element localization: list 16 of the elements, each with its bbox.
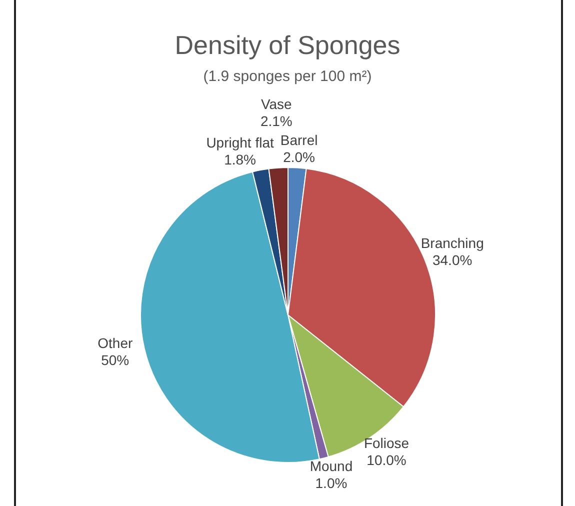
slice-label: Upright flat xyxy=(206,134,274,151)
slice-label: Foliose xyxy=(364,435,410,452)
slice-label: Branching xyxy=(420,234,484,251)
data-label: 1.8% xyxy=(224,152,256,168)
slice-label: Other xyxy=(98,334,133,351)
slice-label: Mound xyxy=(310,458,353,474)
data-label: 50% xyxy=(101,352,130,368)
chart-title: Density of Sponges xyxy=(174,30,402,61)
data-label: 34.0% xyxy=(432,252,472,268)
chart-subtitle: (1.9 sponges per 100 m²) xyxy=(202,68,373,85)
data-label: 2.1% xyxy=(260,113,292,130)
slice-label: Barrel xyxy=(280,132,318,148)
data-label: 1.0% xyxy=(315,474,348,491)
data-label: 10.0% xyxy=(366,452,406,468)
data-label: 2.0% xyxy=(283,149,316,166)
slice-label: Vase xyxy=(260,96,292,112)
